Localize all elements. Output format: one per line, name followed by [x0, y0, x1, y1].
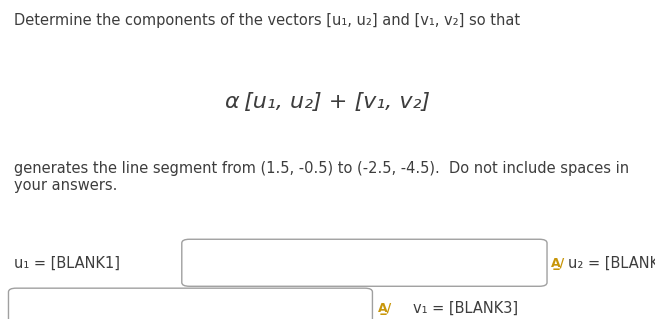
Text: generates the line segment from (1.5, -0.5) to (-2.5, -4.5).  Do not include spa: generates the line segment from (1.5, -0… — [14, 161, 629, 194]
Text: Determine the components of the vectors [u₁, u₂] and [v₁, v₂] so that: Determine the components of the vectors … — [14, 13, 520, 28]
Text: A̲/: A̲/ — [377, 302, 392, 315]
FancyBboxPatch shape — [182, 239, 547, 286]
Text: A̲/: A̲/ — [551, 257, 565, 270]
Text: u₁ = [BLANK1]: u₁ = [BLANK1] — [14, 256, 121, 271]
Text: α [u₁, u₂] + [v₁, v₂]: α [u₁, u₂] + [v₁, v₂] — [225, 91, 430, 112]
Text: u₂ = [BLANK2]: u₂ = [BLANK2] — [569, 256, 655, 271]
Text: v₁ = [BLANK3]: v₁ = [BLANK3] — [413, 301, 518, 316]
FancyBboxPatch shape — [9, 288, 373, 322]
